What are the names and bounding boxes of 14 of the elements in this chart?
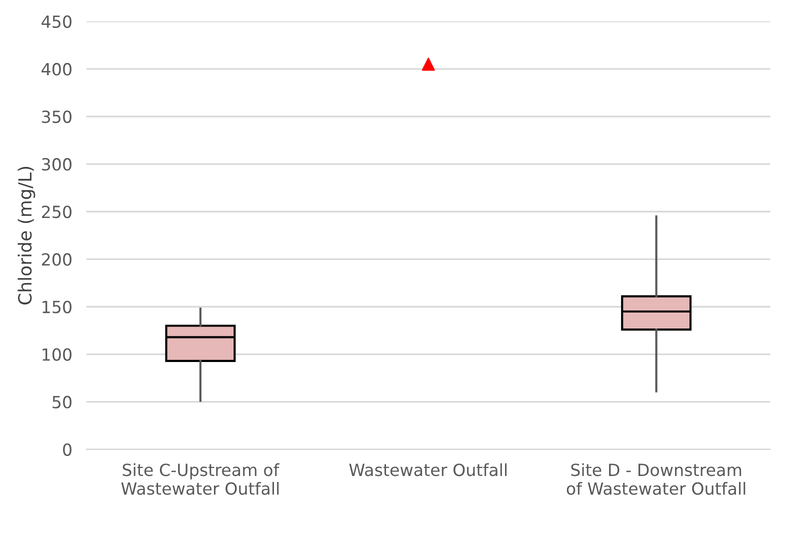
y-tick-label: 400 <box>42 62 72 76</box>
x-tick-label: Site C-Upstream of Wastewater Outfall <box>121 463 280 495</box>
y-tick-label: 350 <box>42 110 72 124</box>
y-tick-label: 150 <box>42 300 72 314</box>
y-tick-label: 450 <box>42 15 72 28</box>
y-tick-label: 100 <box>42 348 72 361</box>
y-axis-title: Chloride (mg/L) <box>18 166 36 304</box>
y-tick-label: 300 <box>42 158 72 171</box>
y-tick-label: 0 <box>63 443 72 456</box>
y-tick-label: 50 <box>52 396 72 408</box>
y-tick-label: 200 <box>42 253 72 266</box>
y-tick-label: 250 <box>42 206 72 218</box>
x-tick-label: Wastewater Outfall <box>349 463 507 476</box>
x-tick-label: Site D - Downstream of Wastewater Outfall <box>566 463 746 495</box>
